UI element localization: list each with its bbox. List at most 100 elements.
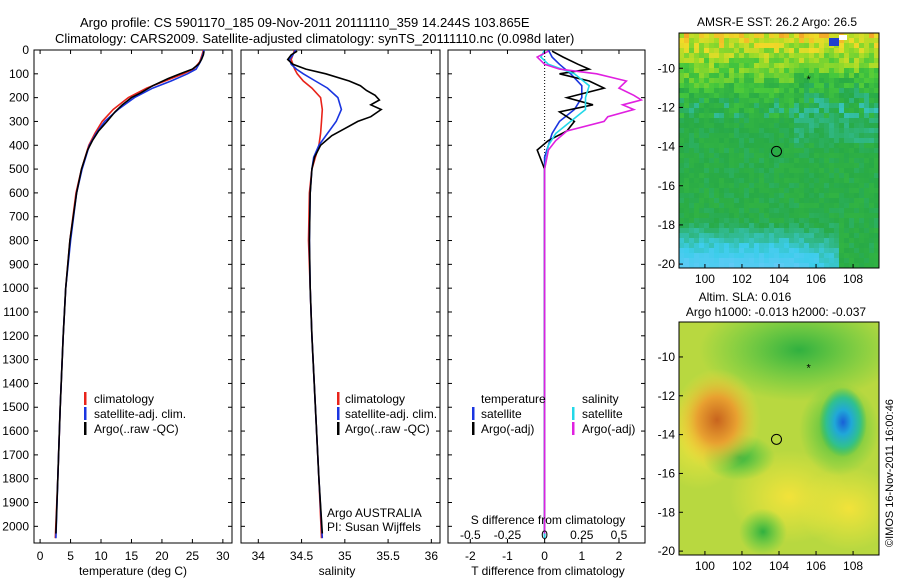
sst-cell <box>839 43 845 49</box>
sst-cell <box>819 88 825 94</box>
sst-cell <box>744 238 750 244</box>
sst-cell <box>769 83 775 89</box>
sst-cell <box>714 203 720 209</box>
sst-cell <box>809 93 815 99</box>
sst-cell <box>839 98 845 104</box>
sst-cell <box>709 128 715 134</box>
sst-cell <box>819 168 825 174</box>
sst-cell <box>809 138 815 144</box>
sst-cell <box>689 118 695 124</box>
sst-cell <box>744 153 750 159</box>
sst-cell <box>824 138 830 144</box>
sst-cell <box>874 138 880 144</box>
sst-cell <box>764 73 770 79</box>
sst-cell <box>694 98 700 104</box>
sst-cell <box>799 58 805 64</box>
sst-cell <box>829 103 835 109</box>
sst-cell <box>829 238 835 244</box>
sst-cell <box>784 148 790 154</box>
t-difference-x-label: T difference from climatology <box>471 564 625 578</box>
sst-cell <box>749 103 755 109</box>
sst-cell <box>709 113 715 119</box>
sst-cell <box>844 198 850 204</box>
sst-cell <box>849 228 855 234</box>
sst-cell <box>819 83 825 89</box>
sst-cell <box>714 193 720 199</box>
sst-cell <box>734 108 740 114</box>
sst-cell <box>769 53 775 59</box>
sst-cell <box>849 183 855 189</box>
sst-cell <box>704 68 710 74</box>
sst-cell <box>744 38 750 44</box>
sst-cell <box>829 88 835 94</box>
sst-cell <box>704 83 710 89</box>
sst-cell <box>844 128 850 134</box>
sst-cell <box>819 138 825 144</box>
sst-cell <box>684 218 690 224</box>
sst-cell <box>874 113 880 119</box>
sst-cell <box>814 93 820 99</box>
sst-cell <box>714 93 720 99</box>
sst-cell <box>779 183 785 189</box>
sst-cell <box>774 238 780 244</box>
sst-cell <box>729 198 735 204</box>
sst-cell <box>744 243 750 249</box>
sst-cell <box>679 173 685 179</box>
sst-cell <box>839 213 845 219</box>
sst-cell <box>754 103 760 109</box>
sst-cell <box>844 138 850 144</box>
sst-map-panel: AMSR-E SST: 26.2 Argo: 26.5 * 100 102 104 1… <box>658 15 880 286</box>
sst-cell <box>769 243 775 249</box>
sst-cell <box>819 98 825 104</box>
sst-cell <box>799 118 805 124</box>
sst-cell <box>859 83 865 89</box>
sst-cell <box>794 93 800 99</box>
sst-cell <box>864 163 870 169</box>
sst-cell <box>734 98 740 104</box>
sst-cell <box>809 53 815 59</box>
sst-cell <box>689 78 695 84</box>
sst-cell <box>764 143 770 149</box>
s-tick-label: 0.5 <box>611 528 628 542</box>
sst-cell <box>779 198 785 204</box>
sst-cell <box>739 53 745 59</box>
x-tick-label: -2 <box>465 549 476 563</box>
sst-cell <box>799 83 805 89</box>
sst-cell <box>699 208 705 214</box>
legend-label-s-satellite: satellite <box>582 407 623 421</box>
sst-cell <box>804 173 810 179</box>
sst-cell <box>819 118 825 124</box>
sst-cell <box>824 143 830 149</box>
sst-cell <box>804 193 810 199</box>
sst-cell <box>809 203 815 209</box>
sst-cell <box>874 143 880 149</box>
sst-cell <box>789 263 795 269</box>
sst-cell <box>874 78 880 84</box>
sst-cell <box>829 38 839 46</box>
sst-cell <box>694 128 700 134</box>
difference-series-salinity-argo-adj <box>535 50 644 534</box>
sst-cell <box>754 198 760 204</box>
sst-cell <box>709 218 715 224</box>
sst-cell <box>859 193 865 199</box>
sst-cell <box>794 68 800 74</box>
sst-cell <box>754 173 760 179</box>
sst-cell <box>729 138 735 144</box>
sst-cell <box>779 108 785 114</box>
sst-cell <box>839 143 845 149</box>
sst-cell <box>829 128 835 134</box>
sst-cell <box>774 193 780 199</box>
sst-cell <box>679 253 685 259</box>
sst-cell <box>719 203 725 209</box>
sst-cell <box>689 103 695 109</box>
sst-cell <box>804 198 810 204</box>
sst-cell <box>819 233 825 239</box>
sst-cell <box>794 188 800 194</box>
sst-cell <box>754 93 760 99</box>
sst-cell <box>814 223 820 229</box>
sst-cell <box>769 213 775 219</box>
sst-cell <box>784 193 790 199</box>
sst-cell <box>719 178 725 184</box>
sst-cell <box>694 203 700 209</box>
sst-cell <box>784 73 790 79</box>
